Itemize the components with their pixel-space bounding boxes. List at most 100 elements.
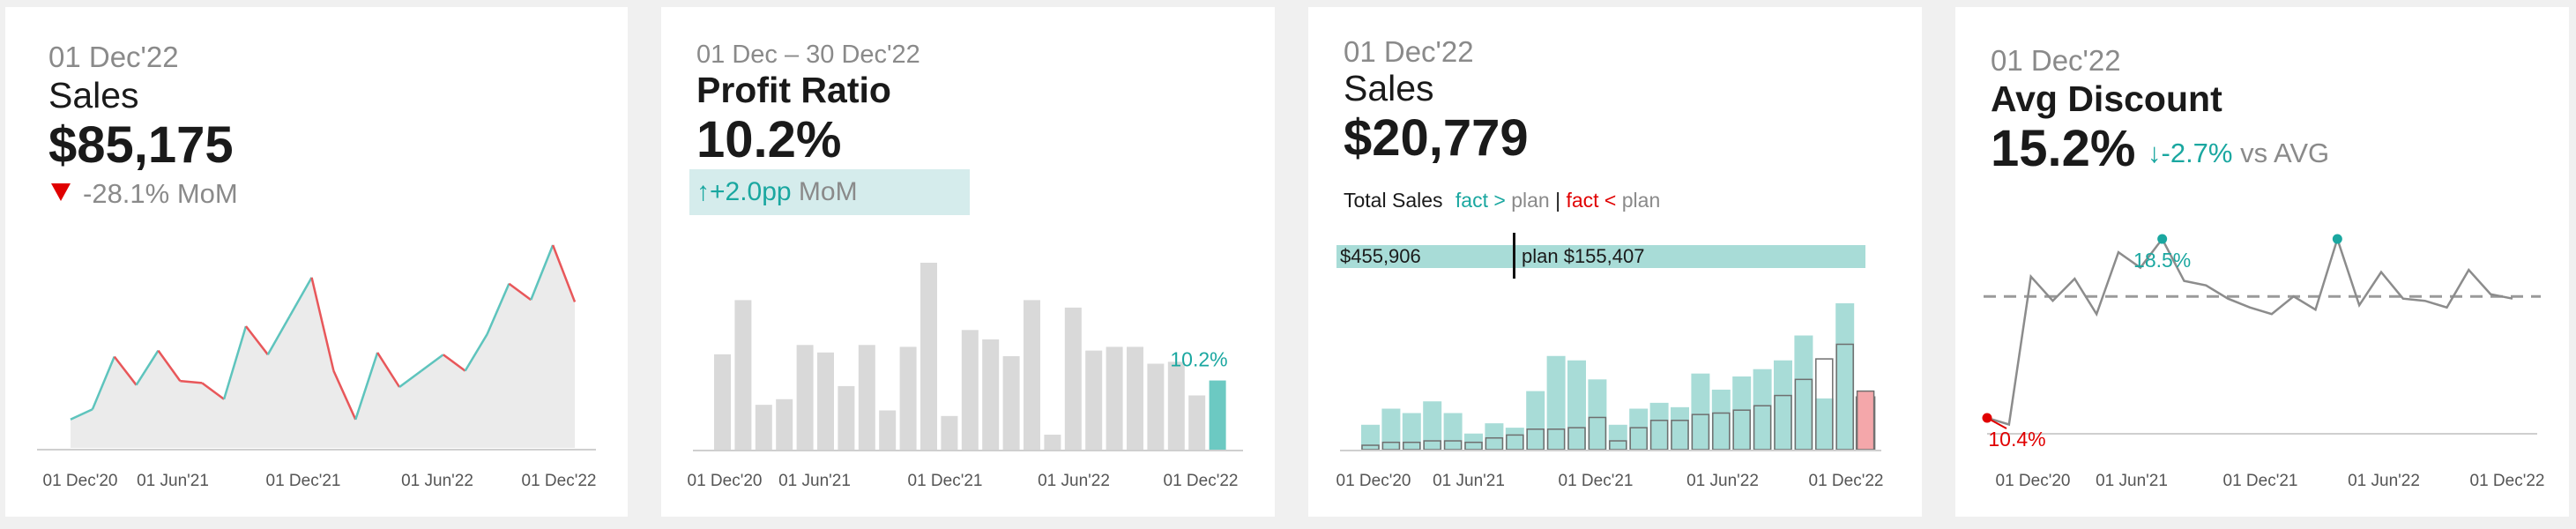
bullet-plan-label: plan $155,407 [1522,245,1645,267]
bullet-plan-marker [1513,233,1515,279]
last-value-label: 10.2% [1170,348,1227,371]
card-date: 01 Dec – 30 Dec'22 [696,41,920,69]
bar [1024,300,1040,450]
plan-bar [1505,428,1524,450]
x-tick-label: 01 Dec'22 [1164,472,1239,490]
legend-separator: | [1549,189,1567,212]
plan-bar [1361,424,1380,450]
card-date: 01 Dec'22 [48,41,179,73]
x-tick-label: 01 Jun'22 [401,472,473,490]
plan-bar [1814,398,1834,450]
plan-bar [1567,360,1586,450]
line-segment [266,315,291,355]
line-segment [354,352,379,421]
plan-bar [1485,423,1504,450]
fact-bar [1856,390,1875,451]
x-tick-label: 01 Dec'22 [522,472,597,490]
x-tick-label: 01 Jun'21 [1433,472,1505,490]
profit-ratio-bar-chart: 10.2% 01 Dec'20 01 Jun'21 01 Dec'21 01 Jun'2… [688,263,1243,490]
plan-bar [1526,391,1545,450]
line-segment [288,277,313,317]
bar [982,339,1000,450]
bar [1167,361,1185,450]
delta-text: +2.0pp [710,177,792,206]
delta-text: -28.1% MoM [83,178,238,209]
bar [899,346,917,450]
card-title: Sales [1344,68,1434,108]
min-label: 10.4% [1988,428,2045,451]
plan-bar [1402,413,1421,450]
max-point [2332,234,2342,244]
plan-bar [1423,401,1442,450]
plan-bar [1443,413,1463,450]
line-segment [310,277,335,371]
line-segment [135,349,160,386]
series-line [1986,235,2513,427]
sales-plan-bar-chart: 01 Dec'20 01 Jun'21 01 Dec'21 01 Jun'22 01 D… [1336,303,1883,490]
plan-bar [1464,433,1483,450]
plan-bar [1794,335,1813,450]
avg-discount-line-chart: 18.5% 10.4% 01 Dec'20 01 Jun'21 01 Dec'21 01 … [1982,234,2544,490]
bar [1188,395,1206,450]
bullet-bar [1336,245,1865,268]
legend: Total Sales fact > plan | fact < plan [1344,190,1660,211]
bar [1002,356,1020,450]
bar [714,354,731,450]
bar [734,300,752,450]
delta-row: ↓-2.7% vs AVG [2148,139,2329,167]
kpi-value: $20,779 [1344,109,1529,167]
plan-bar [1381,408,1401,450]
line-segment [113,355,138,386]
plan-bar [1588,379,1607,450]
plan-bar [1835,303,1855,450]
line-segment [464,333,488,372]
legend-fact-gt: fact > [1455,189,1506,212]
bar [796,345,814,450]
bar [858,345,875,450]
bar [755,405,772,450]
bar [920,263,937,450]
bar [1044,435,1061,450]
max-point [2157,234,2168,244]
legend-fact-lt: fact < [1566,189,1617,212]
kpi-value: $85,175 [48,116,234,174]
delta-badge: ↑+2.0pp MoM [689,169,970,215]
line-segment [376,352,401,388]
card-title: Sales [48,75,139,115]
bullet-actual-label: $455,906 [1340,245,1421,267]
x-tick-label: 01 Dec'20 [43,472,118,490]
x-tick-label: 01 Dec'21 [266,472,341,490]
delta-suffix: vs AVG [2232,138,2330,168]
line-segment [91,356,115,410]
line-segment [508,282,532,302]
delta-text: ↓-2.7% [2148,138,2233,168]
card-date: 01 Dec'22 [1344,35,1474,68]
line-segment [486,283,510,335]
bar [776,399,793,450]
line-segment [332,370,357,421]
plan-bar [1753,369,1772,450]
line-segment [551,244,577,302]
line-segment [70,408,93,421]
down-triangle-icon [51,183,71,201]
avg-discount-card: 01 Dec'22 Avg Discount 15.2% ↓-2.7% vs A… [1955,7,2569,517]
line-segment [201,382,225,400]
max-label: 18.5% [2133,249,2191,272]
card-title: Avg Discount [1991,78,2222,119]
x-tick-label: 01 Jun'22 [1686,472,1759,490]
plan-bar [1649,402,1669,450]
card-date: 01 Dec'22 [1991,44,2121,77]
legend-plan: plan [1505,189,1550,212]
x-tick-label: 01 Dec'21 [1559,472,1634,490]
sales-area-chart: 01 Dec'20 01 Jun'21 01 Dec'21 01 Jun'22 01 D… [37,244,597,490]
bar [1106,346,1123,450]
line-segment [443,354,466,372]
line-segment [421,354,444,372]
x-tick-label: 01 Jun'21 [778,472,851,490]
plan-bar [1546,355,1566,450]
kpi-value: 15.2% [1991,120,2136,177]
x-tick-label: 01 Dec'20 [1336,472,1411,490]
profit-ratio-card: 01 Dec – 30 Dec'22 Profit Ratio 10.2% ↑+… [661,7,1275,517]
card-title: Profit Ratio [696,70,891,110]
line-segment [244,325,269,355]
